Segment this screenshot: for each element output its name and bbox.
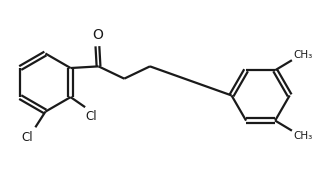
Text: Cl: Cl	[21, 131, 33, 144]
Text: Cl: Cl	[86, 110, 97, 123]
Text: O: O	[92, 28, 103, 42]
Text: CH₃: CH₃	[293, 131, 312, 141]
Text: CH₃: CH₃	[293, 50, 312, 60]
